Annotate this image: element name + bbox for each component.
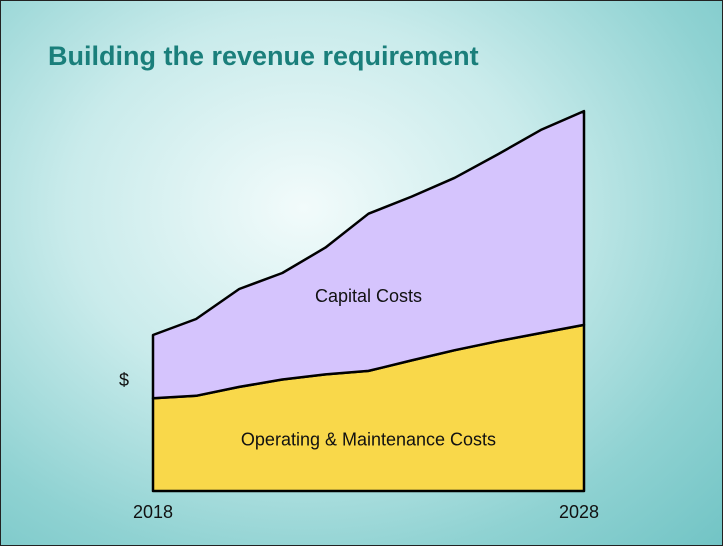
x-tick-label: 2028: [559, 502, 599, 522]
series-label: Capital Costs: [315, 286, 422, 306]
area: [151, 109, 586, 400]
series-label: Operating & Maintenance Costs: [241, 430, 496, 450]
chart-title: Building the revenue requirement: [48, 41, 479, 71]
y-axis-label: $: [119, 370, 129, 390]
x-tick-label: 2018: [133, 502, 173, 522]
